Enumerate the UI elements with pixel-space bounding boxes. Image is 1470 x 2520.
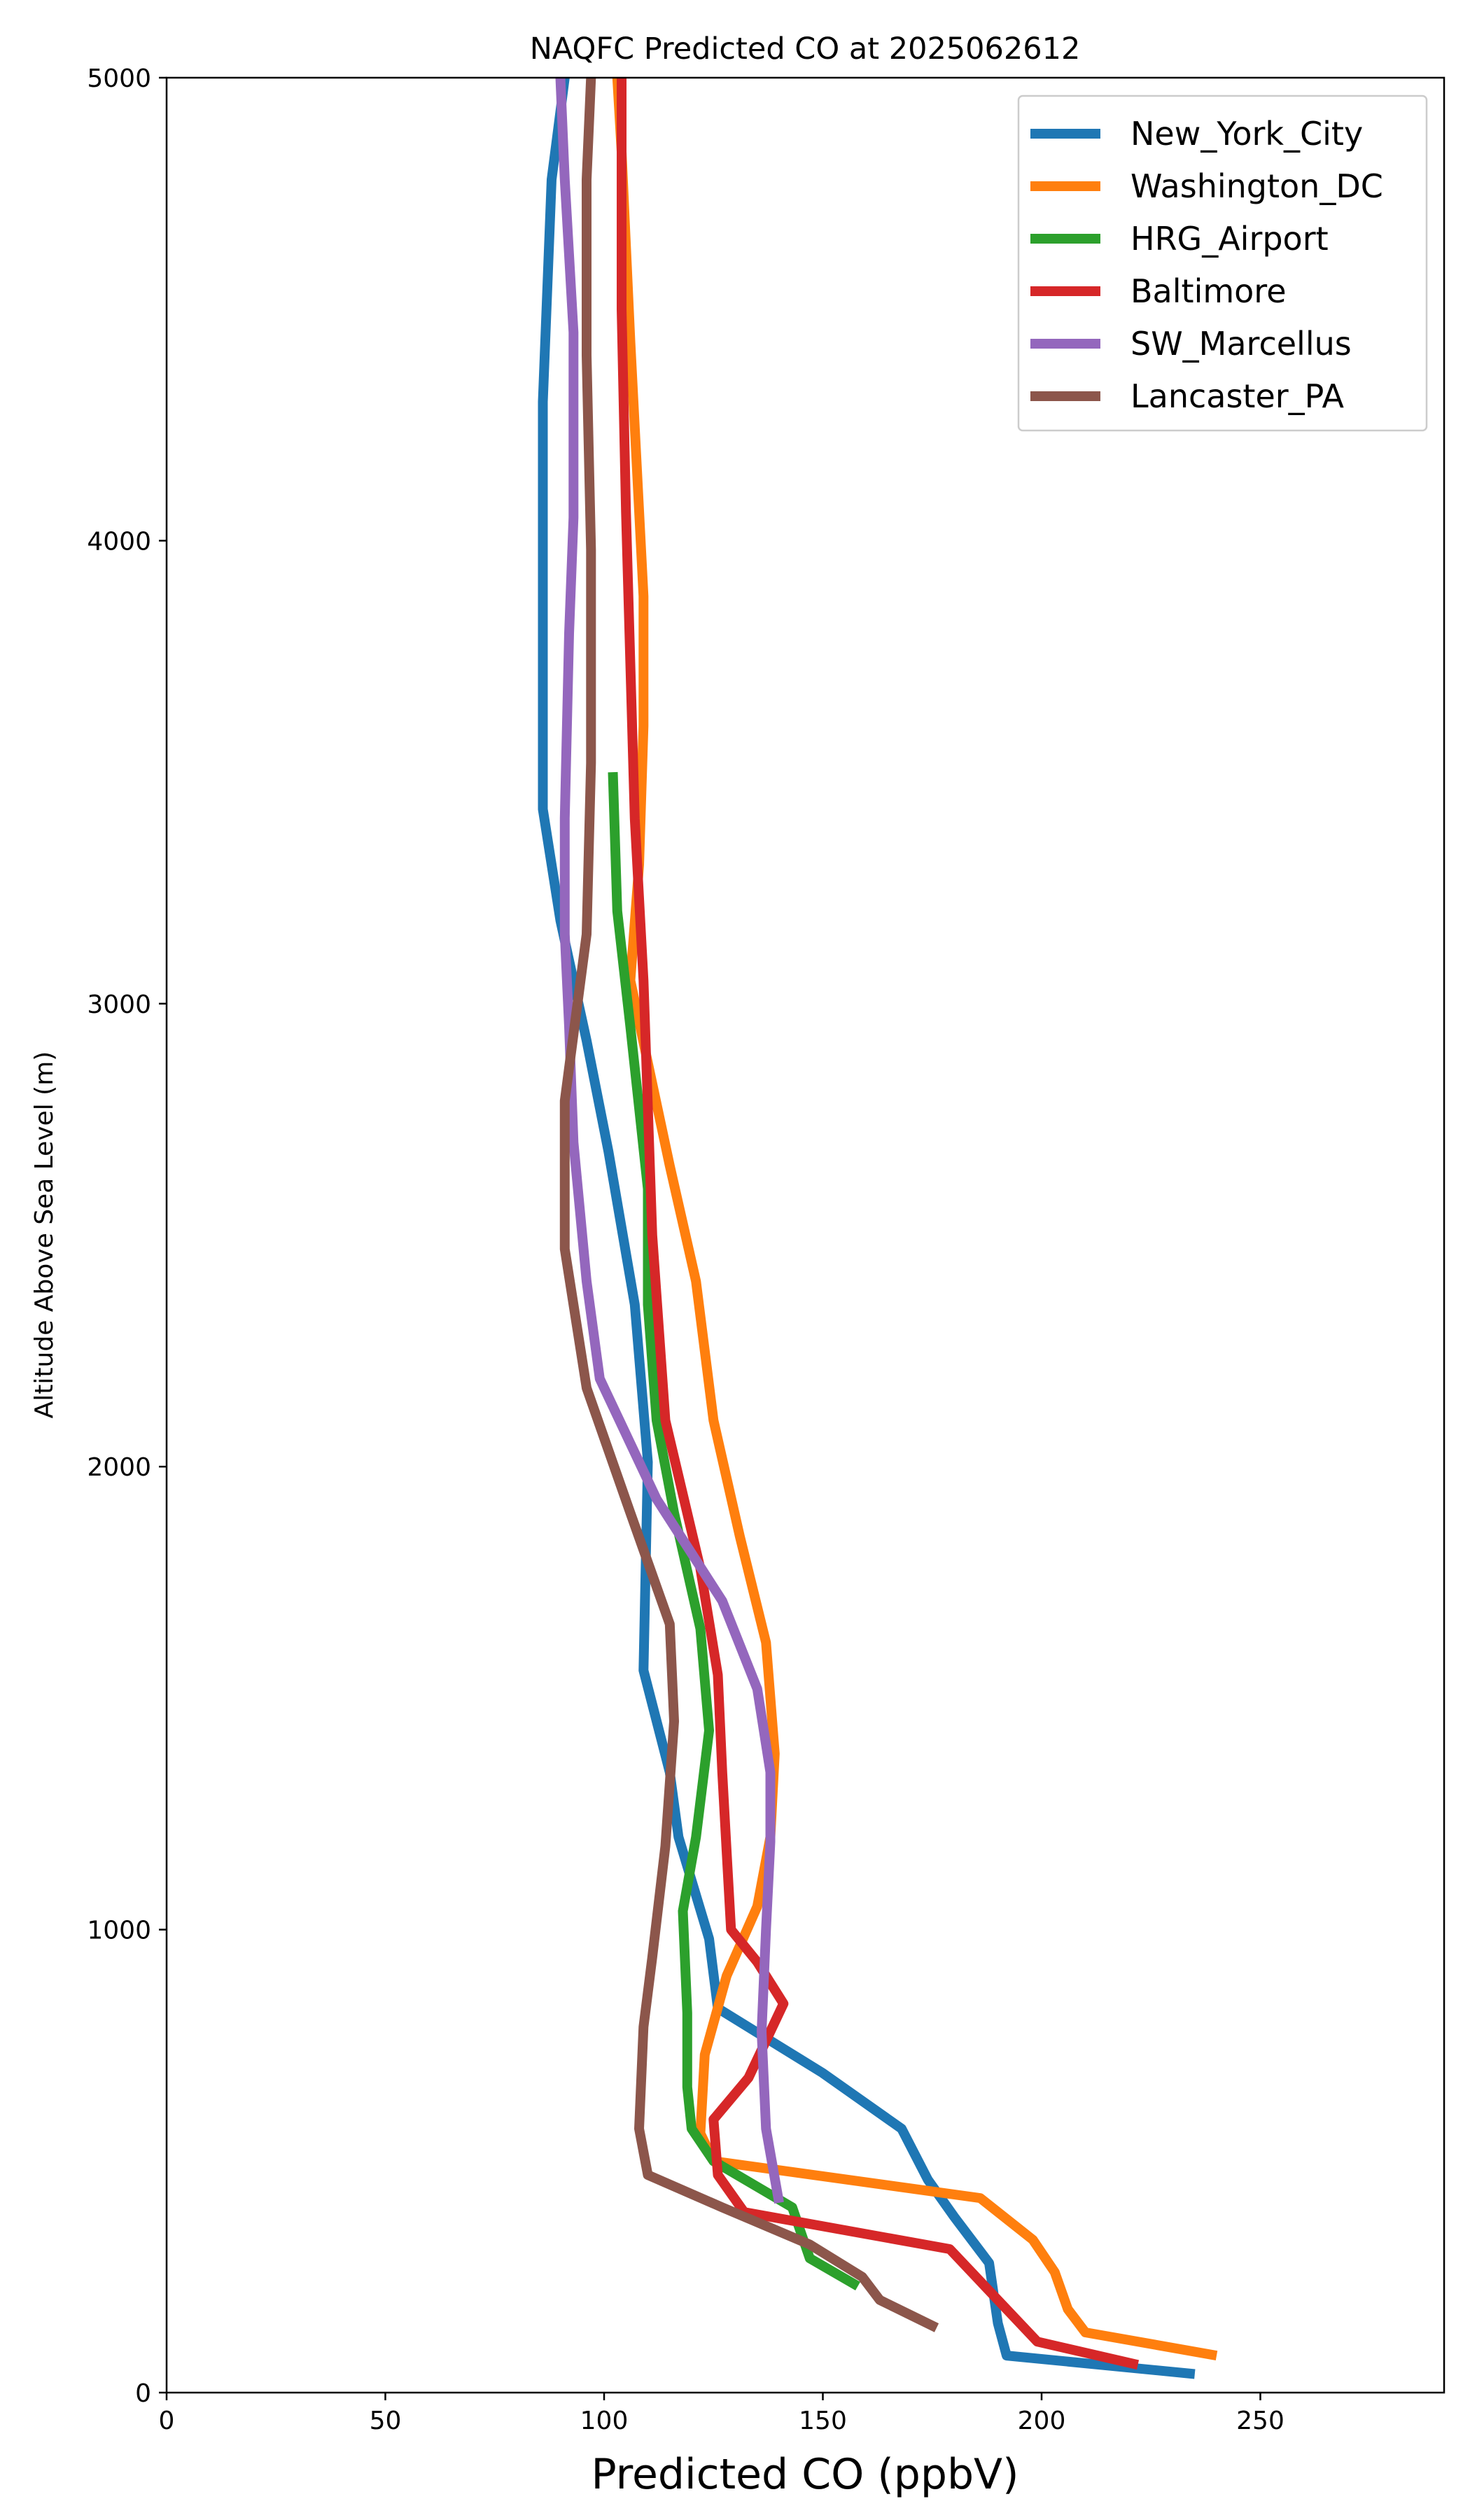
axes: 0 50 100 150 200 250 0 1000 2000 3000 4000 5000: [87, 64, 1284, 2435]
legend-label: Baltimore: [1130, 272, 1287, 310]
y-tick-label: 5000: [87, 64, 151, 93]
y-axis-label: Altitude Above Sea Level (m): [30, 1051, 59, 1419]
x-tick-label: 200: [1018, 2407, 1066, 2435]
series-line-washington-dc: [612, 78, 1218, 2360]
x-tick-label: 50: [370, 2407, 402, 2435]
x-tick-label: 250: [1236, 2407, 1284, 2435]
y-tick-label: 0: [135, 2379, 151, 2408]
legend-label: Lancaster_PA: [1130, 377, 1344, 415]
legend-label: New_York_City: [1130, 115, 1363, 153]
legend-label: Washington_DC: [1130, 167, 1383, 205]
x-tick-label: 0: [159, 2407, 175, 2435]
x-axis-label: Predicted CO (ppbV): [591, 2450, 1018, 2499]
legend-label: HRG_Airport: [1130, 220, 1329, 258]
legend-box: [1017, 94, 1428, 432]
plot-frame: [165, 76, 1446, 2394]
y-tick-label: 4000: [87, 527, 151, 556]
x-tick-label: 150: [799, 2407, 847, 2435]
series-line-sw-marcellus: [555, 78, 784, 2204]
y-tick-label: 2000: [87, 1453, 151, 1482]
legend-label: SW_Marcellus: [1130, 325, 1352, 363]
legend: New_York_City Washington_DC HRG_Airport Bal…: [1017, 94, 1428, 432]
series-line-baltimore: [617, 78, 1140, 2370]
series-line-lancaster-pa: [559, 78, 939, 2332]
chart-title: NAQFC Predicted CO at 2025062612: [530, 31, 1081, 66]
x-tick-label: 100: [580, 2407, 629, 2435]
plot-area: [538, 78, 1218, 2379]
y-tick-label: 1000: [87, 1917, 151, 1945]
y-tick-label: 3000: [87, 990, 151, 1019]
